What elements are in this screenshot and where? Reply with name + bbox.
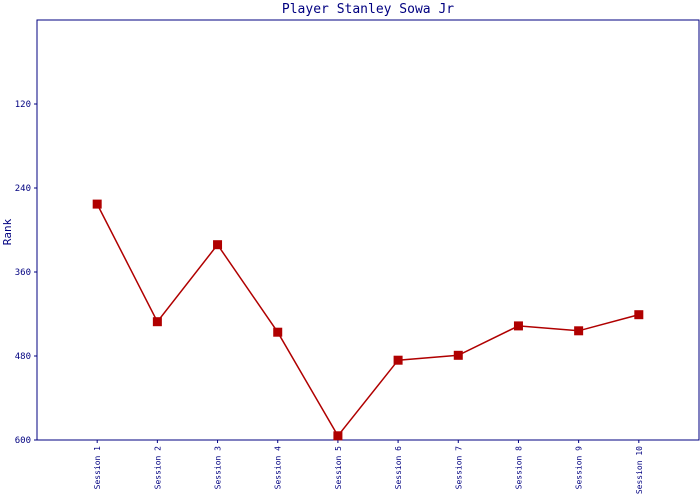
point-marker xyxy=(213,240,223,250)
point-marker xyxy=(513,321,523,331)
y-tick-label: 240 xyxy=(15,184,31,194)
x-tick-label: Session 8 xyxy=(514,446,523,490)
y-tick-label: 360 xyxy=(15,268,31,278)
y-axis-label: Rank xyxy=(1,218,14,245)
x-tick-label: Session 2 xyxy=(153,446,162,490)
point-marker xyxy=(333,431,343,441)
y-tick-label: 480 xyxy=(15,352,31,362)
x-tick-label: Session 5 xyxy=(334,446,343,490)
point-marker xyxy=(92,199,102,209)
x-tick-label: Session 6 xyxy=(394,446,403,490)
plot-frame xyxy=(36,19,700,441)
point-marker xyxy=(393,355,403,365)
point-marker xyxy=(273,327,283,337)
y-tick-label: 120 xyxy=(15,100,31,110)
x-tick-label: Session 7 xyxy=(454,446,463,490)
x-tick-label: Session 1 xyxy=(93,446,102,490)
series-line xyxy=(96,203,640,438)
point-marker xyxy=(634,310,644,320)
x-tick-label: Session 10 xyxy=(635,446,644,494)
x-tick-label: Session 9 xyxy=(575,446,584,490)
point-marker xyxy=(453,350,463,360)
point-marker xyxy=(152,317,162,327)
point-marker xyxy=(574,326,584,336)
x-tick-label: Session 4 xyxy=(274,446,283,490)
chart-title: Player Stanley Sowa Jr xyxy=(282,2,454,17)
y-tick-label: 600 xyxy=(15,436,31,446)
x-tick-label: Session 3 xyxy=(214,446,223,490)
